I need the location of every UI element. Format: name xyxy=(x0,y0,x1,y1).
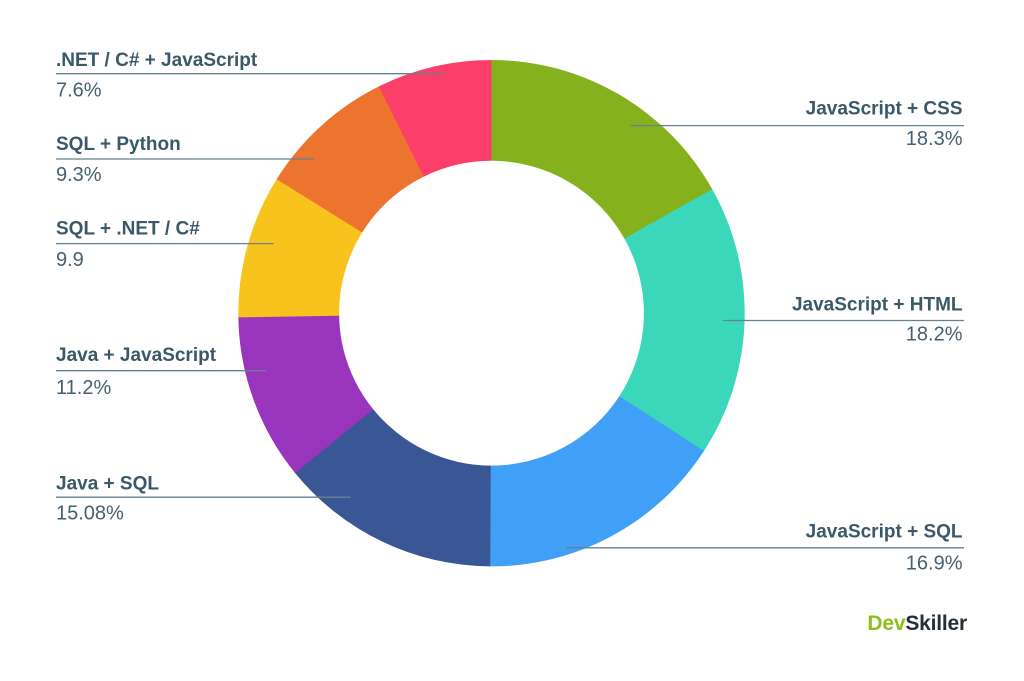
svg-text:.NET / C# + JavaScript: .NET / C# + JavaScript xyxy=(56,50,258,71)
svg-text:16.9%: 16.9% xyxy=(906,553,963,575)
svg-text:7.6%: 7.6% xyxy=(56,80,102,102)
svg-text:SQL + Python: SQL + Python xyxy=(56,134,181,155)
svg-text:SQL + .NET / C#: SQL + .NET / C# xyxy=(56,218,200,239)
svg-text:JavaScript + SQL: JavaScript + SQL xyxy=(806,521,963,542)
svg-text:JavaScript + CSS: JavaScript + CSS xyxy=(806,98,963,119)
svg-text:15.08%: 15.08% xyxy=(56,503,124,525)
svg-text:JavaScript + HTML: JavaScript + HTML xyxy=(792,295,963,316)
svg-text:Java + SQL: Java + SQL xyxy=(56,473,159,494)
svg-text:11.2%: 11.2% xyxy=(56,377,111,399)
svg-text:9.3%: 9.3% xyxy=(56,164,102,186)
svg-text:18.2%: 18.2% xyxy=(906,323,963,345)
svg-text:18.3%: 18.3% xyxy=(906,128,963,150)
svg-text:Java + JavaScript: Java + JavaScript xyxy=(56,345,217,366)
svg-text:9.9: 9.9 xyxy=(56,249,84,271)
svg-text:DevSkiller: DevSkiller xyxy=(867,612,967,635)
